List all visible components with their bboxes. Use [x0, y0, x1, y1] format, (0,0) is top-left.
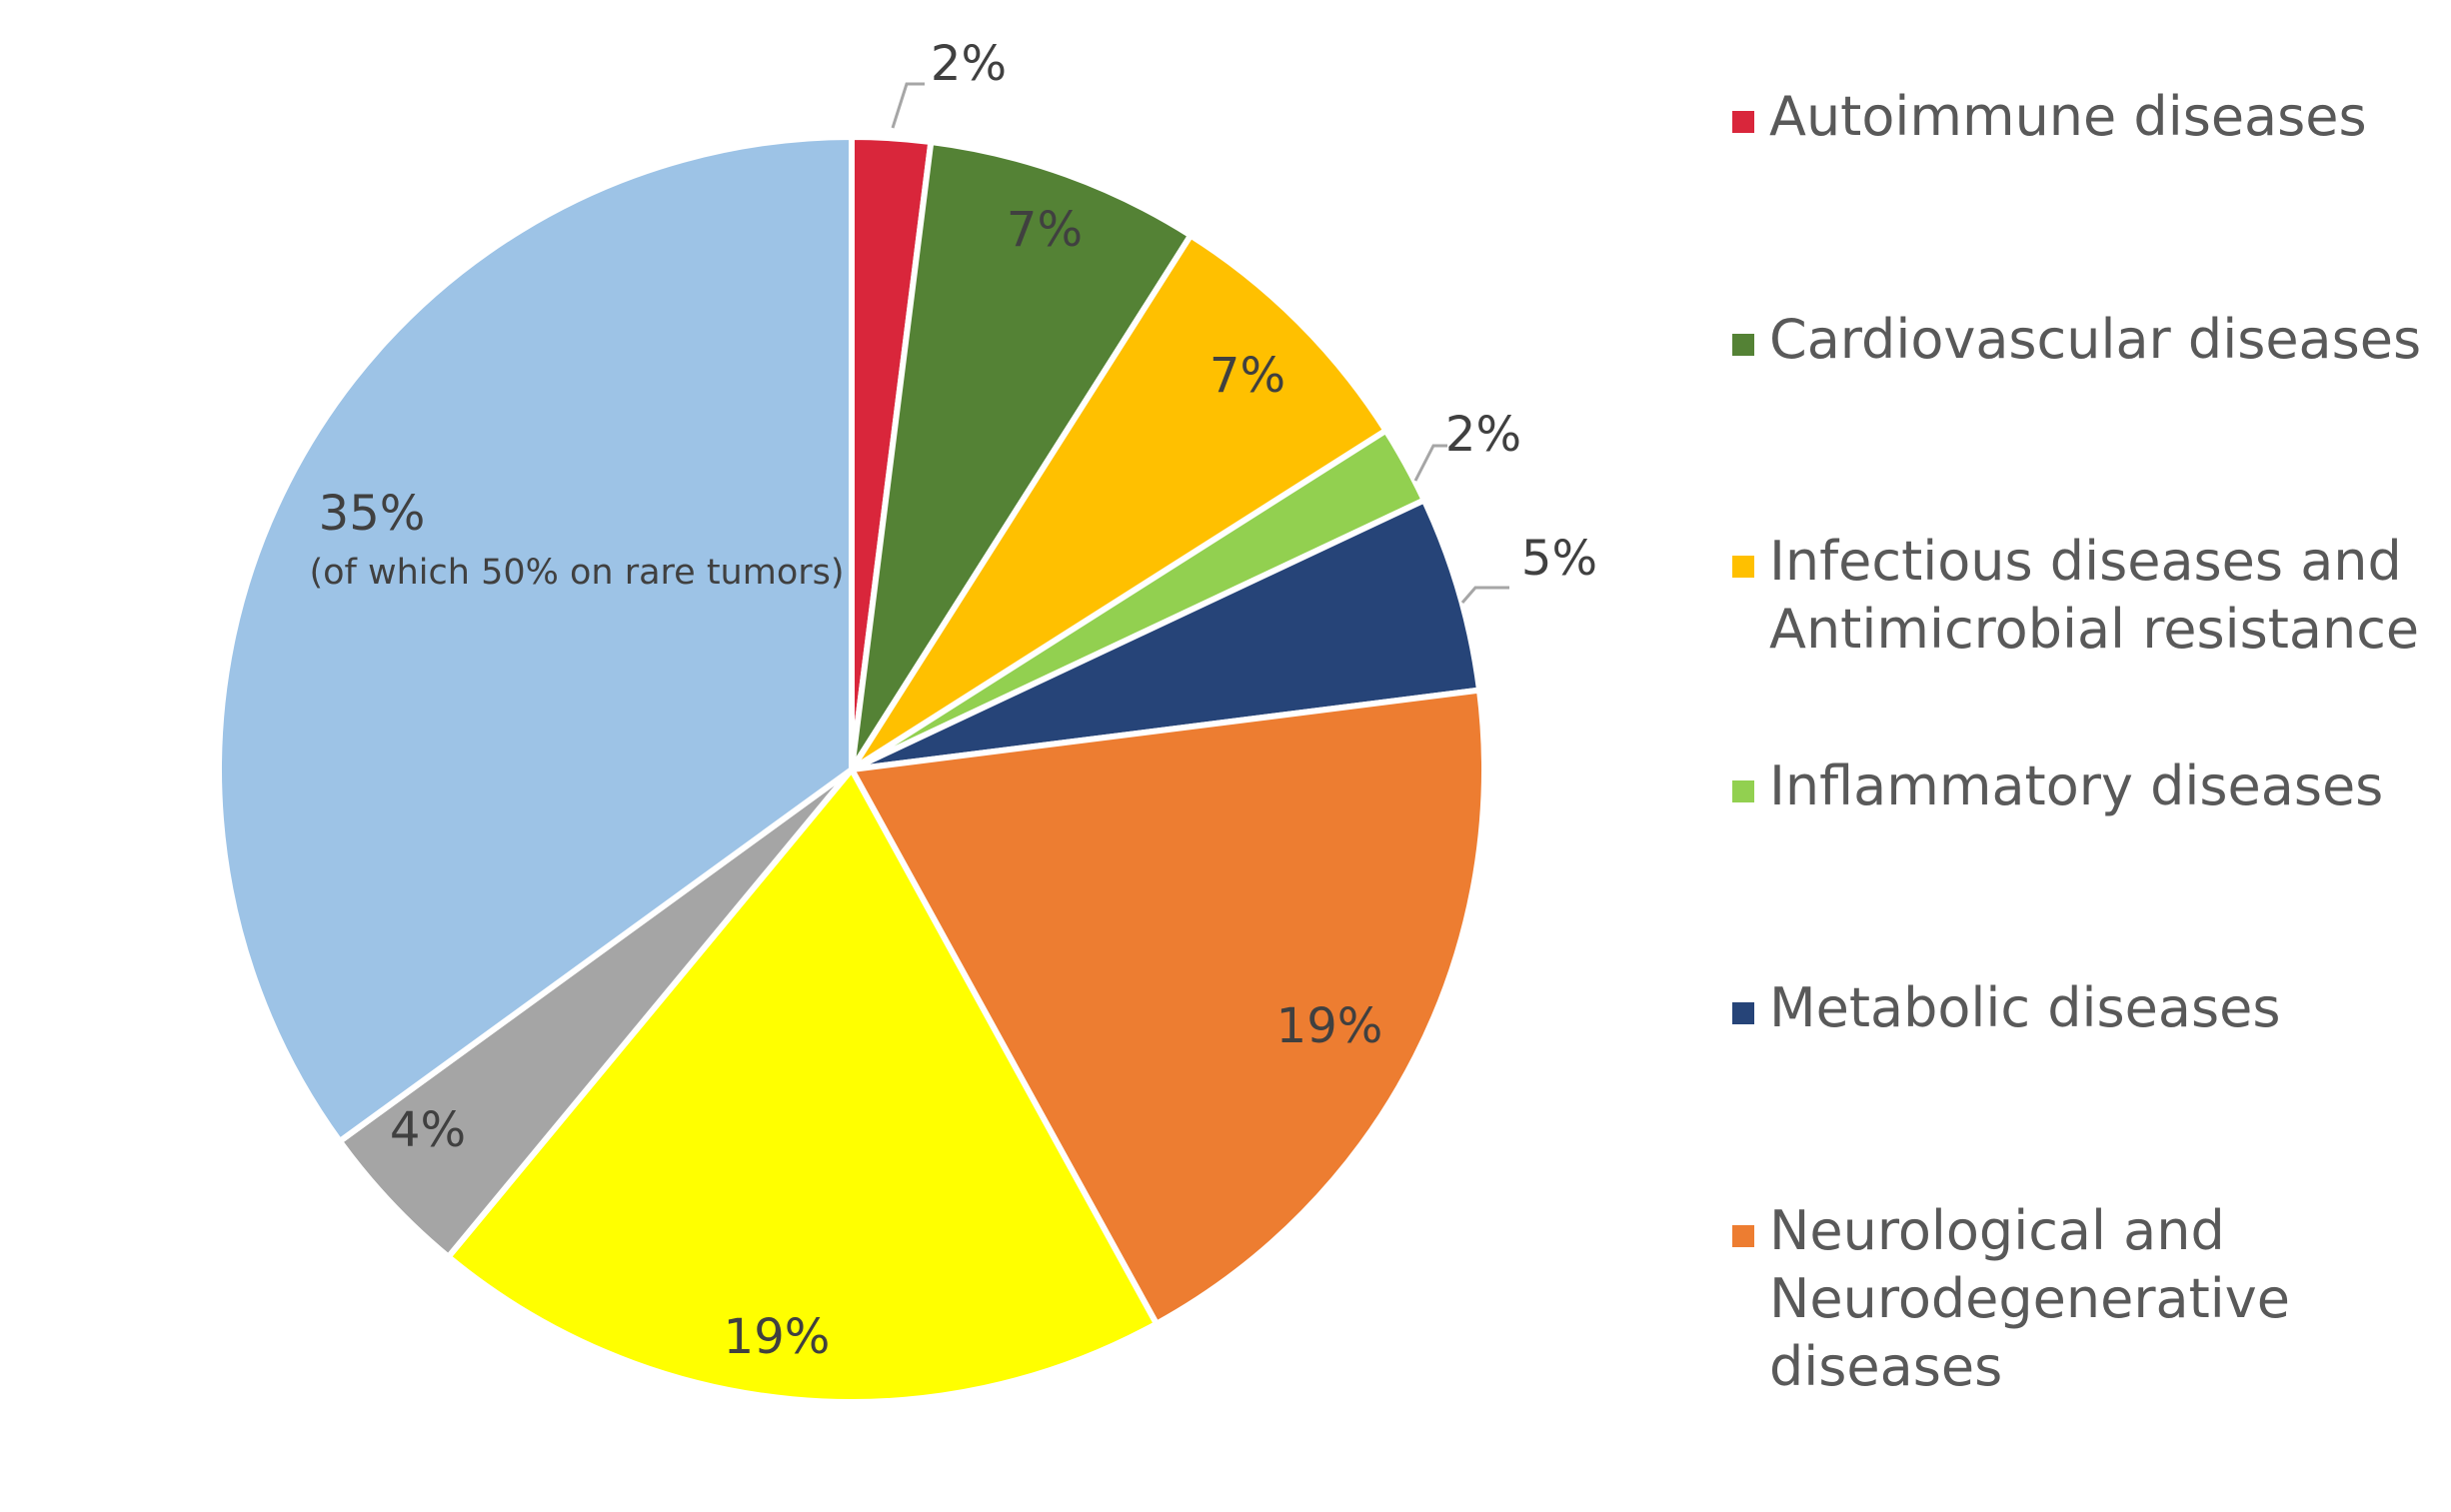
legend-swatch-2 [1732, 334, 1754, 356]
legend-label-4: Inflammatory diseases [1769, 755, 2383, 817]
leader-line-1 [891, 82, 925, 129]
legend-swatch-4 [1732, 780, 1754, 802]
pie-slice-9 [216, 134, 855, 1145]
pie-slice-3 [849, 232, 1389, 772]
data-label-5: 5% [1521, 531, 1597, 587]
data-labels: 2% 7% 7% 2% 5% 19% 19% 4% 35% (of which 50% on ra… [309, 36, 1597, 1365]
pie-slices [216, 134, 1487, 1405]
pie-slice-5 [849, 497, 1483, 772]
data-label-8: 4% [390, 1102, 466, 1158]
leader-line-5 [1460, 586, 1509, 604]
data-label-3: 7% [1210, 348, 1285, 404]
legend-label-6: Neurodegenerative [1769, 1267, 2290, 1330]
legend-label-5: Metabolic diseases [1769, 976, 2280, 1039]
data-label-1: 2% [931, 36, 1007, 92]
data-label-7: 19% [724, 1309, 831, 1365]
legend: Autoimmune diseases Cardiovascular diseas… [1732, 85, 2421, 1398]
data-label-6: 19% [1276, 998, 1383, 1054]
leader-lines [891, 82, 1509, 604]
data-label-note: (of which 50% on rare tumors) [309, 553, 844, 593]
data-label-4: 2% [1445, 407, 1521, 463]
legend-swatch-6 [1732, 1225, 1754, 1247]
data-label-2: 7% [1007, 202, 1083, 258]
legend-label-3: Infectious diseases and [1769, 530, 2402, 593]
pie-slice-2 [849, 138, 1195, 772]
legend-label-1: Autoimmune diseases [1769, 85, 2367, 148]
pie-slice-6 [849, 687, 1487, 1327]
leader-line-4 [1413, 444, 1447, 482]
legend-label-2: Cardiovascular diseases [1769, 308, 2421, 371]
legend-swatch-1 [1732, 111, 1754, 133]
legend-label-3: Antimicrobial resistance [1769, 598, 2419, 661]
legend-label-6: Neurological and [1769, 1199, 2225, 1262]
legend-label-6: diseases [1769, 1335, 2002, 1398]
legend-swatch-3 [1732, 556, 1754, 578]
data-label-9: 35% [319, 486, 426, 542]
pie-slice-7 [445, 766, 1160, 1405]
legend-swatch-5 [1732, 1002, 1754, 1024]
